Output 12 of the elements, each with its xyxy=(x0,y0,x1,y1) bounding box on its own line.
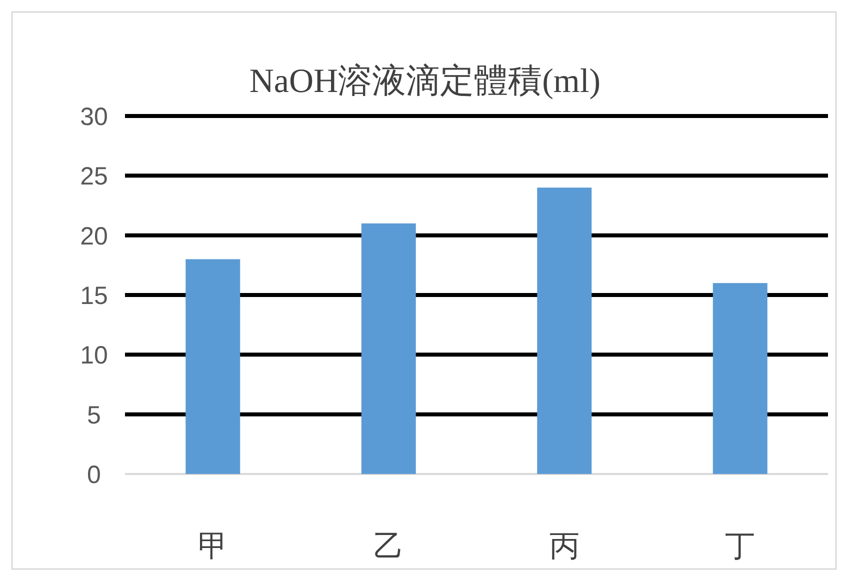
y-tick-label: 0 xyxy=(87,461,101,489)
y-tick-label: 25 xyxy=(80,162,108,191)
x-tick-label: 甲 xyxy=(198,529,228,564)
y-tick-label: 5 xyxy=(87,401,101,430)
y-tick-label: 20 xyxy=(80,222,108,250)
x-tick-label: 乙 xyxy=(374,529,404,564)
y-tick-label: 15 xyxy=(80,282,108,310)
chart-title: NaOH溶液滴定體積(ml) xyxy=(249,63,601,100)
y-tick-label: 10 xyxy=(80,342,108,370)
x-tick-label: 丁 xyxy=(725,529,756,564)
y-tick-label: 30 xyxy=(80,103,108,131)
x-tick-label: 丙 xyxy=(549,529,580,564)
